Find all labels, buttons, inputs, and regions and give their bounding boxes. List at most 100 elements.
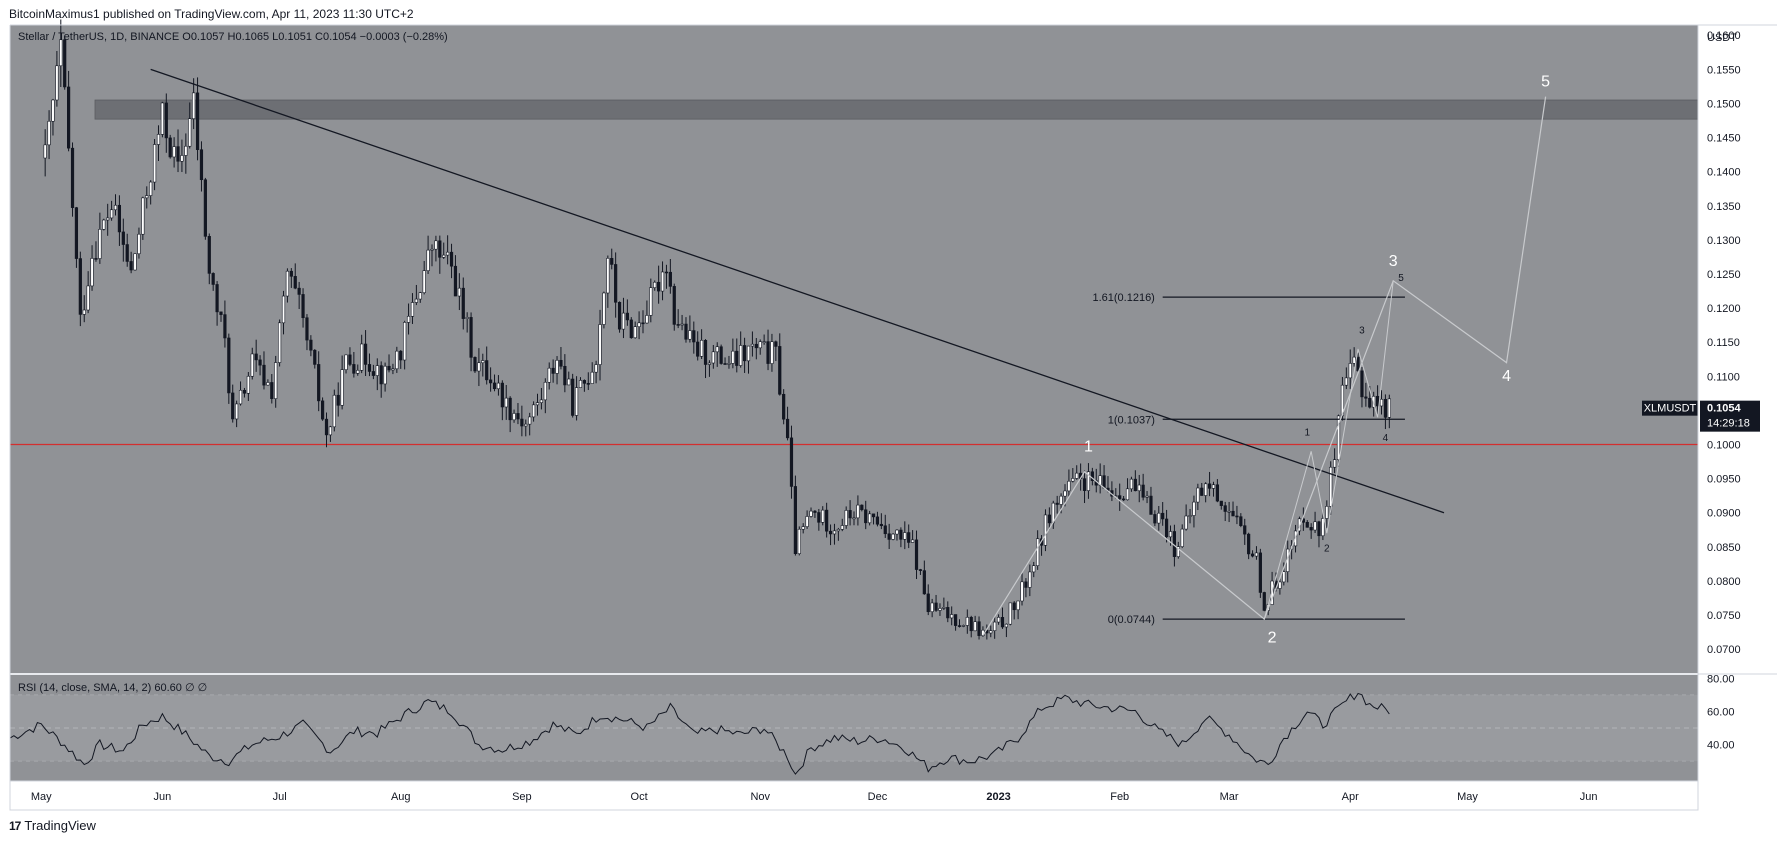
candle-body	[1043, 514, 1048, 546]
candle-body	[1305, 521, 1309, 528]
candle-body	[1192, 501, 1196, 516]
price-tick-label: 0.1300	[1707, 235, 1741, 247]
candle-body	[305, 317, 309, 341]
candle-body	[430, 248, 434, 251]
time-tick-label: Apr	[1342, 791, 1359, 803]
rsi-pane[interactable]: RSI (14, close, SMA, 14, 2) 60.60 ∅ ∅	[9, 675, 1698, 781]
ohlc-low-value: 0.1051	[278, 31, 315, 43]
axes: 0.1600 0.1550 0.1500 0.1450 0.1400 0.1350 0.13…	[9, 24, 1777, 811]
resistance-zone	[94, 99, 1699, 120]
time-tick-label: Aug	[391, 791, 411, 803]
candle-body	[1379, 398, 1384, 407]
candle-body	[152, 144, 157, 183]
rsi-legend: RSI (14, close, SMA, 14, 2) 60.60 ∅ ∅	[18, 682, 207, 694]
candle-body	[1071, 478, 1075, 482]
candle-body	[231, 392, 235, 420]
candle-body	[434, 240, 438, 250]
candle-body	[219, 311, 223, 315]
candle-body	[137, 233, 141, 255]
candle-body	[1207, 483, 1212, 489]
candle-body	[1356, 356, 1360, 372]
candle-body	[1036, 538, 1040, 566]
candle-body	[899, 529, 903, 540]
candle-body	[512, 413, 516, 421]
candle-body	[602, 292, 606, 325]
candle-body	[1141, 484, 1145, 498]
candle-body	[1161, 512, 1165, 520]
candle-body	[543, 381, 547, 401]
candle-body	[1239, 516, 1243, 526]
ohlc-low-key: L	[272, 31, 278, 43]
candle-body	[461, 287, 465, 319]
candle-body	[1090, 471, 1094, 481]
candle-body	[621, 312, 626, 330]
candle-body	[489, 379, 493, 384]
candle-body	[1180, 528, 1184, 547]
candle-body	[469, 317, 473, 358]
candle-body	[895, 529, 899, 535]
candle-body	[1387, 398, 1391, 418]
wave-label-major: 4	[1502, 368, 1511, 385]
candle-body	[1360, 370, 1364, 398]
candle-body	[871, 513, 876, 518]
candle-body	[836, 529, 840, 532]
price-tick-label: 0.0750	[1707, 610, 1741, 622]
candle-body	[657, 281, 661, 292]
candle-body	[930, 602, 934, 613]
rsi-tick-label: 60.00	[1707, 706, 1735, 718]
candle-body	[1223, 505, 1227, 512]
candle-body	[918, 569, 923, 571]
candle-body	[446, 251, 450, 256]
price-tick-label: 0.0900	[1707, 508, 1741, 520]
candle-body	[1016, 600, 1020, 611]
ohlc-open-key: O	[182, 31, 191, 43]
candle-body	[442, 254, 446, 258]
candle-body	[903, 532, 907, 540]
candle-body	[993, 621, 997, 631]
candle-body	[1188, 515, 1192, 517]
candle-body	[258, 359, 262, 366]
price-pane[interactable]: 1.61(0.1216) 1(0.1037) 0(0.0744) 1 2 3 4 5 1 2 3 4 5…	[10, 19, 1699, 673]
candle-body	[1047, 514, 1051, 524]
ohlc-high-key: H	[228, 31, 236, 43]
time-tick-label: Jun	[1580, 791, 1598, 803]
time-tick-label: May	[1457, 791, 1478, 803]
candle-body	[465, 317, 469, 319]
candle-body	[1215, 484, 1219, 502]
candle-body	[922, 570, 926, 595]
candle-body	[125, 244, 129, 262]
candle-body	[289, 270, 293, 277]
candle-body	[1344, 377, 1348, 386]
candle-body	[328, 426, 333, 436]
wave-label-major: 3	[1389, 253, 1398, 270]
candle-body	[78, 258, 82, 315]
wave-label-minor: 3	[1359, 325, 1365, 336]
candle-body	[63, 39, 67, 88]
footer-brand[interactable]: 17 TradingView	[9, 818, 96, 833]
candle-body	[942, 607, 946, 609]
candle-body	[766, 341, 770, 364]
candle-body	[528, 416, 532, 425]
candle-body	[680, 323, 684, 326]
candle-body	[457, 287, 461, 297]
candle-body	[782, 393, 786, 420]
candle-body	[1004, 623, 1008, 628]
candle-body	[676, 324, 680, 326]
candle-body	[606, 258, 610, 294]
candle-body	[403, 322, 407, 361]
candle-body	[55, 65, 59, 101]
candle-body	[692, 330, 696, 343]
candle-body	[1219, 500, 1223, 506]
candle-body	[1032, 565, 1036, 573]
candle-body	[86, 285, 90, 311]
candle-body	[957, 625, 962, 627]
candle-body	[1149, 495, 1153, 515]
candle-body	[715, 346, 719, 353]
candle-body	[1282, 571, 1286, 583]
candle-body	[340, 369, 344, 406]
candle-body	[1129, 478, 1134, 490]
candle-body	[215, 284, 219, 313]
candle-body	[375, 365, 379, 376]
candle-body	[797, 528, 801, 554]
